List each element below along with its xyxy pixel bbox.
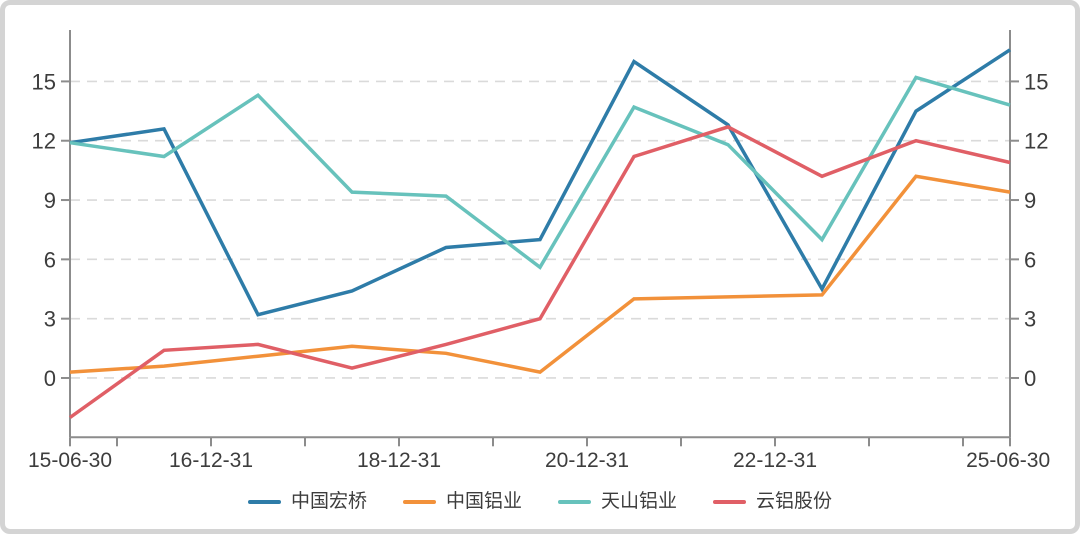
svg-text:12: 12 <box>1024 129 1048 154</box>
svg-text:0: 0 <box>1024 366 1036 391</box>
series-line-3 <box>68 125 1011 419</box>
svg-text:20-12-31: 20-12-31 <box>545 449 629 472</box>
legend-swatch-icon <box>402 499 436 504</box>
legend-label: 云铝股份 <box>756 491 833 512</box>
svg-text:25-06-30: 25-06-30 <box>966 449 1050 472</box>
legend-label: 中国宏桥 <box>290 491 367 512</box>
svg-text:6: 6 <box>1024 247 1036 272</box>
y-axis-labels-right: 0 3 6 9 12 15 <box>1024 69 1048 391</box>
legend-item-2: 天山铝业 <box>558 492 677 511</box>
series-line-2 <box>69 75 1011 270</box>
svg-text:15-06-30: 15-06-30 <box>28 449 112 472</box>
svg-text:12: 12 <box>32 129 56 154</box>
svg-text:3: 3 <box>44 307 56 332</box>
svg-text:0: 0 <box>44 366 56 391</box>
x-axis-labels: 15-06-30 16-12-31 18-12-31 20-12-31 22-12-31… <box>28 449 1050 472</box>
gridlines <box>70 80 1010 379</box>
svg-text:18-12-31: 18-12-31 <box>357 449 441 472</box>
legend-label: 天山铝业 <box>601 491 678 512</box>
legend-swatch-icon <box>713 499 747 504</box>
svg-text:15: 15 <box>1024 69 1048 94</box>
svg-text:9: 9 <box>1024 188 1036 213</box>
svg-text:3: 3 <box>1024 307 1036 332</box>
legend-item-0: 中国宏桥 <box>247 491 367 512</box>
legend: 中国宏桥 中国铝业 天山铝业 云铝股份 <box>0 492 1080 511</box>
legend-swatch-icon <box>247 499 281 504</box>
legend-label: 中国铝业 <box>445 491 522 512</box>
legend-item-3: 云铝股份 <box>713 492 832 511</box>
series-line-0 <box>69 48 1011 317</box>
axes <box>61 30 1019 447</box>
svg-text:16-12-31: 16-12-31 <box>169 449 253 472</box>
svg-text:6: 6 <box>44 247 56 272</box>
svg-text:15: 15 <box>32 69 56 94</box>
svg-text:9: 9 <box>44 188 56 213</box>
svg-text:22-12-31: 22-12-31 <box>733 449 817 472</box>
legend-swatch-icon <box>558 499 591 504</box>
y-axis-labels-left: 0 3 6 9 12 15 <box>32 69 56 391</box>
series-line-1 <box>69 174 1011 374</box>
legend-item-1: 中国铝业 <box>402 491 522 512</box>
